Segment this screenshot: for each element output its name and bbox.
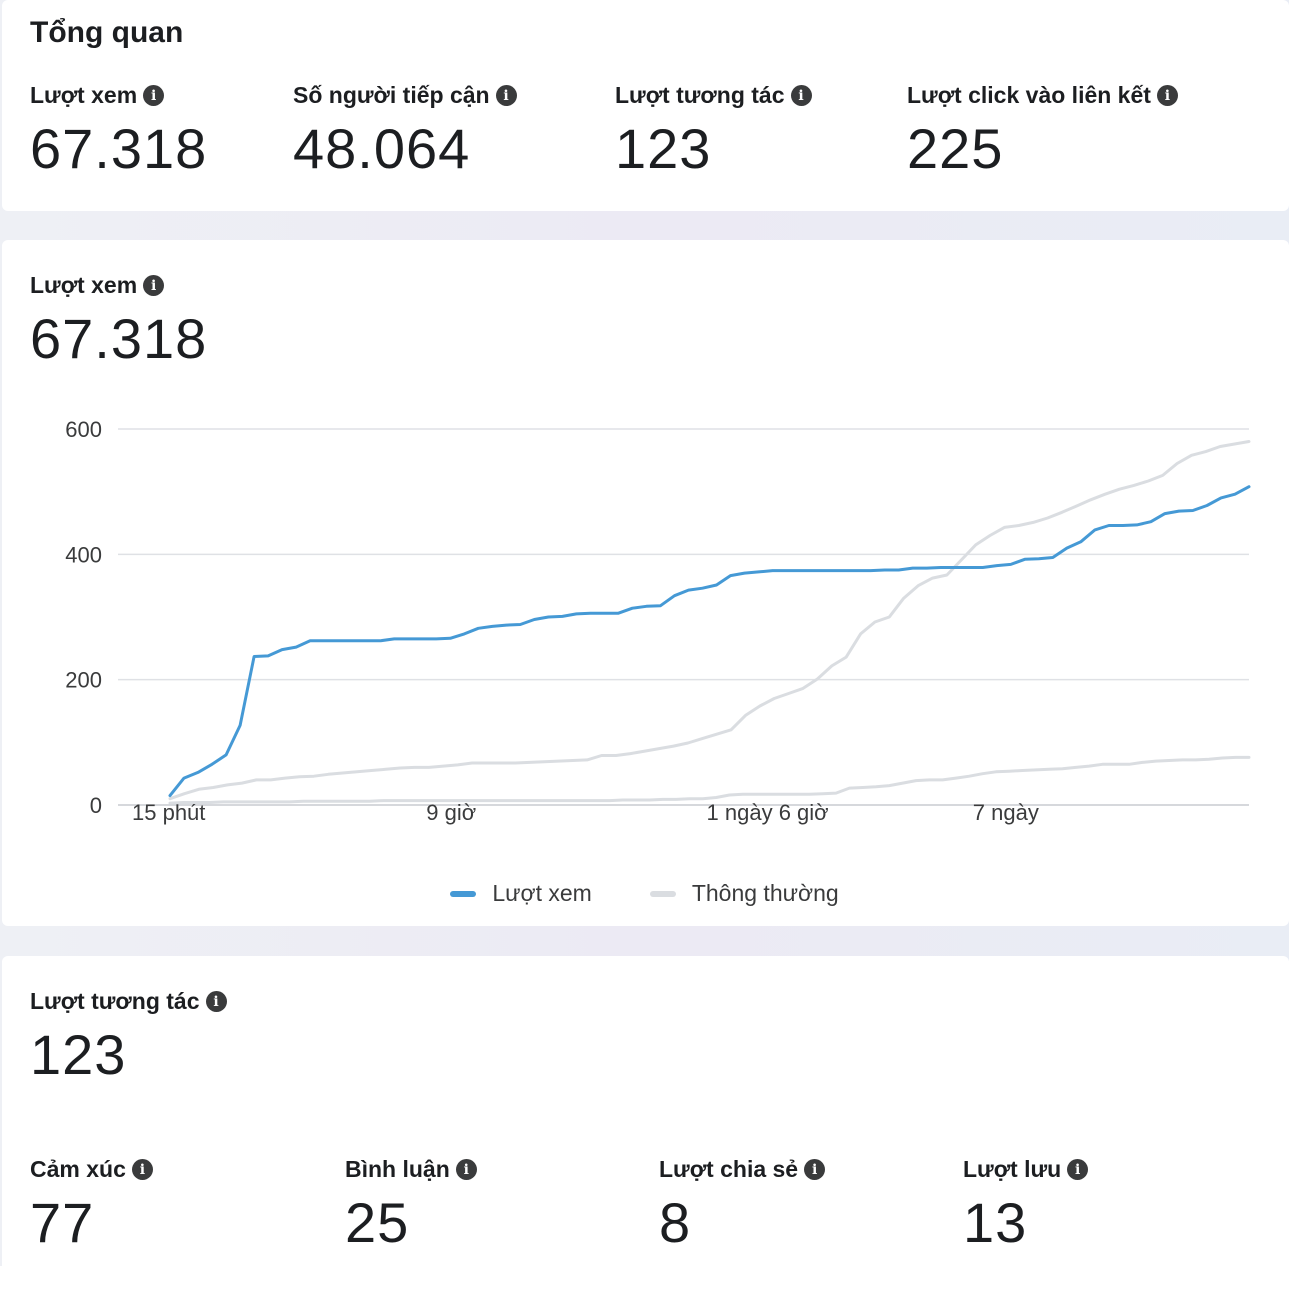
legend-label: Lượt xem (492, 880, 592, 906)
metric-value: 77 (30, 1191, 95, 1254)
metric-label: Lượt click vào liên kết (907, 82, 1151, 108)
views-card: Lượt xem i 67.318 0 200 400 600 15 phút 9 giờ… (2, 240, 1289, 926)
metric-link-clicks: Lượt click vào liên kết i 225 (907, 82, 1178, 177)
info-icon[interactable]: i (1156, 85, 1178, 106)
interactions-metric: Lượt tương tác i 123 (30, 988, 227, 1083)
y-tick-label: 600 (65, 417, 102, 442)
bottom-strip (0, 1266, 1289, 1308)
overview-card: Tổng quan Lượt xem i 67.318 Số người tiế… (2, 0, 1289, 211)
legend-swatch (649, 890, 676, 897)
metric-label: Lượt tương tác (615, 82, 785, 108)
info-icon[interactable]: i (143, 85, 165, 106)
metric-label: Số người tiếp cận (293, 82, 490, 108)
info-icon[interactable]: i (1067, 1159, 1089, 1180)
series-line[interactable] (168, 485, 1251, 798)
metric-value: 13 (963, 1191, 1028, 1254)
metric-value: 225 (907, 117, 1004, 180)
info-icon[interactable]: i (131, 1159, 153, 1180)
info-icon[interactable]: i (790, 85, 812, 106)
metric-value: 25 (345, 1191, 410, 1254)
legend-item-views[interactable]: Lượt xem (450, 880, 592, 907)
x-tick-label: 15 phút (132, 800, 205, 825)
metric-saves: Lượt lưu i 13 (963, 1156, 1089, 1254)
x-tick-label: 9 giờ (426, 800, 476, 825)
metric-value: 67.318 (30, 117, 208, 180)
info-icon[interactable]: i (455, 1159, 477, 1180)
series-line[interactable] (168, 755, 1251, 805)
metric-label: Lượt xem (30, 82, 138, 108)
views-metric: Lượt xem i 67.318 (30, 272, 207, 367)
views-value: 67.318 (30, 307, 208, 370)
metric-reactions: Cảm xúc i 77 (30, 1156, 153, 1251)
legend-item-normal[interactable]: Thông thường (649, 880, 839, 907)
metric-label: Lượt lưu (963, 1156, 1062, 1182)
y-tick-label: 0 (90, 793, 102, 818)
metric-value: 123 (615, 117, 712, 180)
metric-value: 8 (659, 1191, 692, 1254)
metric-reach: Số người tiếp cận i 48.064 (293, 82, 517, 177)
info-icon[interactable]: i (205, 991, 227, 1012)
interactions-label: Lượt tương tác (30, 988, 200, 1014)
metric-label: Lượt chia sẻ (659, 1156, 799, 1182)
metric-value: 48.064 (293, 117, 471, 180)
chart-legend: Lượt xem Thông thường (0, 880, 1289, 907)
x-tick-label: 7 ngày (973, 800, 1039, 825)
metric-shares: Lượt chia sẻ i 8 (659, 1156, 826, 1254)
x-tick-label: 1 ngày 6 giờ (707, 800, 829, 825)
interactions-value: 123 (30, 1023, 127, 1086)
info-icon[interactable]: i (495, 85, 517, 106)
info-icon[interactable]: i (143, 275, 165, 296)
metric-comments: Bình luận i 25 (345, 1156, 477, 1251)
views-label: Lượt xem (30, 272, 138, 298)
metric-label: Cảm xúc (30, 1156, 126, 1182)
metric-interactions: Lượt tương tác i 123 (615, 82, 812, 177)
views-line-chart[interactable]: 0 200 400 600 15 phút 9 giờ 1 ngày 6 giờ 7 ngày (2, 390, 1289, 850)
info-icon[interactable]: i (804, 1159, 826, 1180)
interactions-card: Lượt tương tác i 123 Cảm xúc i 77 Bình l… (2, 956, 1289, 1266)
y-tick-label: 400 (65, 542, 102, 567)
metric-label: Bình luận (345, 1156, 450, 1182)
legend-swatch (450, 890, 477, 897)
legend-label: Thông thường (691, 880, 839, 906)
overview-title: Tổng quan (30, 16, 184, 49)
series-line[interactable] (168, 440, 1251, 801)
metric-views: Lượt xem i 67.318 (30, 82, 207, 177)
y-tick-label: 200 (65, 668, 102, 693)
